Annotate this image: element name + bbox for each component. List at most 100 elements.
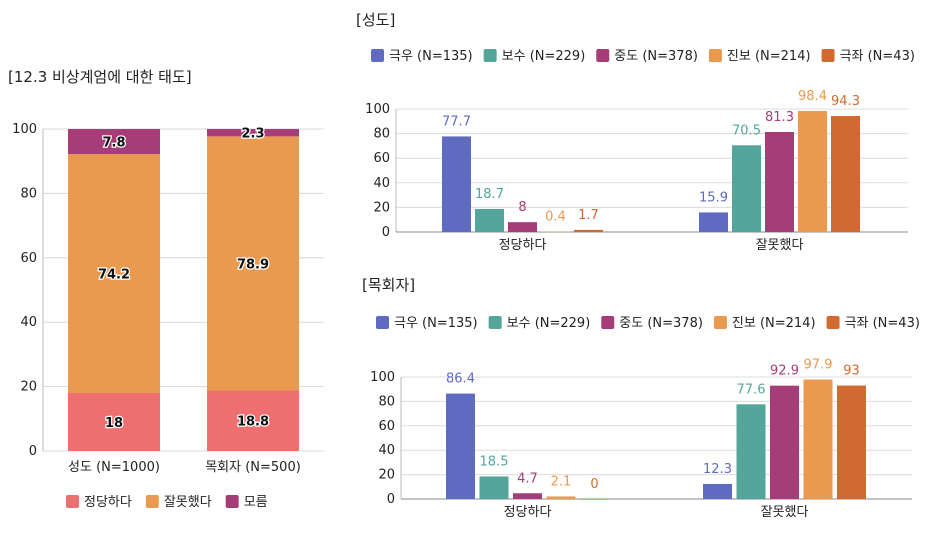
category-label: 잘못했다 <box>756 237 804 253</box>
legend-label: 극좌 (N=43) <box>840 49 915 64</box>
legend-swatch <box>601 316 615 329</box>
data-label: 92.9 <box>770 364 799 379</box>
category-label: 정당하다 <box>504 505 552 520</box>
legend-swatch <box>371 49 384 62</box>
legend-swatch <box>826 316 840 329</box>
y-tick-label: 100 <box>370 370 395 385</box>
bar <box>479 476 509 499</box>
data-label: 4.7 <box>517 471 538 486</box>
bar-segment <box>68 154 160 394</box>
chart-title: [목회자] <box>362 276 415 294</box>
legend-label: 극우 (N=135) <box>389 49 473 64</box>
bar <box>803 379 833 499</box>
bar <box>580 499 609 500</box>
data-label: 18.7 <box>475 187 504 202</box>
data-label: 78.9 <box>237 257 269 272</box>
y-tick-label: 80 <box>373 127 390 142</box>
legend-swatch <box>596 49 610 62</box>
legend-label: 모름 <box>244 495 268 510</box>
y-tick-label: 60 <box>373 151 390 166</box>
legend-label: 보수 (N=229) <box>507 316 591 331</box>
bar <box>513 493 542 499</box>
bar <box>699 212 728 232</box>
bar <box>546 496 576 499</box>
bar <box>541 231 570 233</box>
y-tick-label: 20 <box>373 200 390 215</box>
data-label: 7.8 <box>102 136 125 151</box>
y-tick-label: 20 <box>20 380 37 395</box>
bar <box>446 393 475 499</box>
y-tick-label: 20 <box>378 468 395 483</box>
data-label: 8 <box>518 200 526 215</box>
bar-segment <box>207 136 299 391</box>
bar <box>442 136 471 232</box>
data-label: 18.5 <box>480 454 509 469</box>
legend-swatch <box>66 495 79 508</box>
legend-label: 극우 (N=135) <box>394 316 478 331</box>
bar <box>732 145 761 232</box>
bar <box>475 208 504 232</box>
bar <box>736 404 766 499</box>
bar <box>574 229 603 232</box>
category-label: 잘못했다 <box>761 504 809 520</box>
legend-label: 극좌 (N=43) <box>845 316 920 331</box>
data-label: 70.5 <box>732 123 761 138</box>
legend-label: 잘못했다 <box>164 494 212 510</box>
data-label: 2.1 <box>551 474 572 489</box>
y-tick-label: 60 <box>20 251 37 266</box>
data-label: 93 <box>843 364 860 379</box>
y-tick-label: 60 <box>378 419 395 434</box>
legend-label: 중도 (N=378) <box>614 49 698 64</box>
y-tick-label: 40 <box>20 315 37 330</box>
legend-swatch <box>713 316 727 329</box>
y-tick-label: 100 <box>12 122 37 137</box>
category-label: 성도 (N=1000) <box>68 460 160 475</box>
data-label: 81.3 <box>765 110 794 125</box>
bar-segment <box>207 129 299 137</box>
bar <box>770 385 799 499</box>
y-tick-label: 100 <box>365 102 390 117</box>
y-tick-label: 0 <box>382 225 390 240</box>
y-tick-label: 40 <box>378 443 395 458</box>
data-label: 94.3 <box>831 94 860 109</box>
legend-label: 정당하다 <box>84 495 132 510</box>
legend-label: 보수 (N=229) <box>502 49 586 64</box>
grouped-chart-pastors: [목회자] 극우 (N=135) 보수 (N=229) 중도 (N=378) 진보 (N… <box>362 276 920 520</box>
y-tick-label: 40 <box>373 176 390 191</box>
legend-swatch <box>708 49 722 62</box>
y-tick-label: 80 <box>20 186 37 201</box>
data-label: 2.3 <box>241 127 264 142</box>
bar-segment <box>68 393 160 451</box>
bar <box>837 385 866 499</box>
bar-segment <box>207 390 299 451</box>
data-label: 74.2 <box>98 268 130 283</box>
data-label: 18.8 <box>237 415 269 430</box>
y-tick-label: 0 <box>387 492 395 507</box>
legend-swatch <box>376 316 389 329</box>
category-label: 정당하다 <box>499 238 547 253</box>
bar <box>831 116 860 232</box>
data-label: 18 <box>105 416 123 431</box>
legend-swatch <box>225 495 239 508</box>
bar <box>703 483 732 499</box>
data-label: 0 <box>590 477 598 492</box>
legend-swatch <box>821 49 835 62</box>
chart-title: [12.3 비상계엄에 대한 태도] <box>8 68 192 86</box>
grouped-chart-members: [성도] 극우 (N=135) 보수 (N=229) 중도 (N=378) 진보 (N=… <box>356 11 915 253</box>
data-label: 0.4 <box>545 210 566 225</box>
legend-swatch <box>145 495 159 508</box>
chart-title: [성도] <box>356 11 395 29</box>
legend-label: 진보 (N=214) <box>727 49 811 64</box>
y-tick-label: 80 <box>378 394 395 409</box>
legend-swatch <box>488 316 502 329</box>
bar <box>798 110 827 232</box>
data-label: 77.7 <box>442 114 471 129</box>
data-label: 86.4 <box>446 372 475 387</box>
data-label: 15.9 <box>699 190 728 205</box>
legend-label: 진보 (N=214) <box>732 316 816 331</box>
bar <box>508 222 537 232</box>
legend-swatch <box>483 49 497 62</box>
y-tick-label: 0 <box>29 444 37 459</box>
stacked-chart: [12.3 비상계엄에 대한 태도] 0 20 40 60 80 100 18 74.2 7.8 성… <box>8 68 324 510</box>
